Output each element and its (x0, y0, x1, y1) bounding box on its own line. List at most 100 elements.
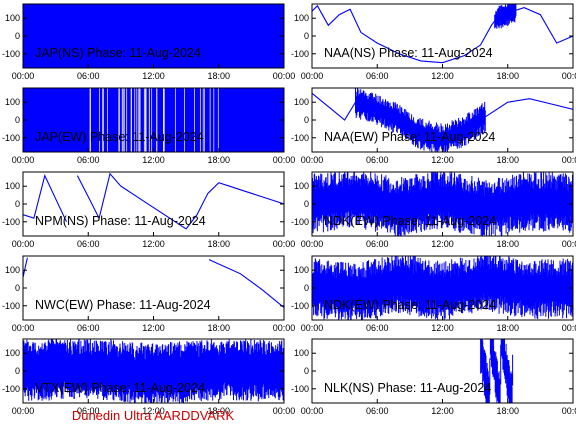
x-tick-label: 00:00 (12, 71, 35, 81)
y-tick-label: 100 (5, 13, 20, 23)
x-tick-label: 12:00 (142, 71, 165, 81)
y-tick-label: -100 (2, 49, 20, 59)
chart-panel-1: 100 0 -100 00:00 06:00 12:00 18:00 00:00 JAP(NS)… (2, 3, 295, 81)
phase-noise-band (312, 172, 573, 236)
trace-area (312, 256, 573, 320)
x-tick-label: 00:00 (301, 71, 324, 81)
x-tick-label: 00:00 (12, 406, 35, 416)
trace-area (312, 172, 573, 236)
trace-area (23, 88, 284, 152)
trace-area (480, 339, 514, 403)
chart-panel-7: 100 0 -100 00:00 06:00 12:00 18:00 00:00 NWC(EW)… (2, 255, 295, 333)
x-tick-label: 00:00 (12, 155, 35, 165)
x-tick-label: 00:00 (301, 239, 324, 249)
x-tick-label: 00:00 (562, 239, 576, 249)
y-tick-label: 100 (294, 348, 309, 358)
x-tick-label: 00:00 (273, 406, 296, 416)
x-tick-label: 00:00 (12, 239, 35, 249)
y-tick-label: -100 (291, 133, 309, 143)
x-tick-label: 12:00 (431, 323, 454, 333)
y-tick-label: -100 (2, 301, 20, 311)
y-tick-label: -100 (2, 133, 20, 143)
trace-area (23, 257, 284, 309)
y-tick-label: 0 (15, 31, 20, 41)
x-tick-label: 12:00 (142, 406, 165, 416)
x-tick-label: 12:00 (142, 239, 165, 249)
phase-trace (312, 4, 573, 64)
panel-title: JAP(NS) Phase: 11-Aug-2024 (35, 46, 201, 60)
panel-title: NPM(NS) Phase: 11-Aug-2024 (35, 214, 206, 228)
chart-panel-9: 100 0 -100 00:00 06:00 12:00 18:00 00:00 VTX(EW)… (2, 338, 296, 416)
x-tick-label: 18:00 (496, 323, 519, 333)
panel-title: NLK(NS) Phase: 11-Aug-2024 (324, 381, 491, 395)
panel-title: NAA(NS) Phase: 11-Aug-2024 (324, 46, 493, 60)
y-tick-label: 100 (5, 97, 20, 107)
y-tick-label: -100 (2, 384, 20, 394)
x-tick-label: 00:00 (562, 71, 576, 81)
chart-panel-4: 100 0 -100 00:00 06:00 12:00 18:00 00:00 NAA(EW)… (291, 87, 576, 165)
panel-title: NDK(EW) Phase: 11-Aug-2024 (324, 298, 496, 312)
phase-noise-band (494, 4, 517, 29)
panel-title: NAA(EW) Phase: 11-Aug-2024 (324, 130, 495, 144)
x-tick-label: 12:00 (431, 155, 454, 165)
y-tick-label: 100 (294, 13, 309, 23)
y-tick-label: -100 (2, 217, 20, 227)
x-tick-label: 06:00 (366, 71, 389, 81)
phase-noise-band (23, 339, 284, 403)
phase-noise-band (312, 256, 573, 320)
x-tick-label: 18:00 (496, 71, 519, 81)
x-tick-label: 06:00 (77, 406, 100, 416)
x-tick-label: 18:00 (207, 239, 230, 249)
phase-trace (23, 257, 284, 309)
y-tick-label: 0 (15, 366, 20, 376)
x-tick-label: 12:00 (431, 239, 454, 249)
x-tick-label: 06:00 (77, 71, 100, 81)
trace-area (312, 4, 573, 64)
panel-title: NDK(EW) Phase: 11-Aug-2024 (324, 214, 496, 228)
phase-noise-band (480, 339, 514, 403)
chart-panel-3: 100 0 -100 00:00 06:00 12:00 18:00 00:00 JAP(EW)… (2, 87, 296, 165)
x-tick-label: 06:00 (366, 406, 389, 416)
x-tick-label: 18:00 (207, 155, 230, 165)
x-tick-label: 06:00 (77, 239, 100, 249)
chart-panel-5: 100 0 -100 00:00 06:00 12:00 18:00 00:00 NPM(NS)… (2, 171, 296, 249)
y-tick-label: 0 (304, 366, 309, 376)
x-tick-label: 06:00 (366, 323, 389, 333)
x-tick-label: 00:00 (273, 155, 296, 165)
x-tick-label: 00:00 (273, 239, 296, 249)
y-tick-label: -100 (291, 384, 309, 394)
trace-area (23, 4, 284, 68)
panel-title: VTX(EW) Phase: 11-Aug-2024 (35, 381, 205, 395)
chart-panel-2: 100 0 -100 00:00 06:00 12:00 18:00 00:00 NAA(NS)… (291, 3, 576, 81)
x-tick-label: 18:00 (207, 71, 230, 81)
x-tick-label: 06:00 (77, 155, 100, 165)
y-tick-label: 0 (304, 199, 309, 209)
x-tick-label: 18:00 (496, 239, 519, 249)
y-tick-label: 100 (294, 181, 309, 191)
chart-panel-8: 100 0 -100 00:00 06:00 12:00 18:00 00:00 NDK(EW)… (291, 255, 576, 333)
y-tick-label: 0 (15, 115, 20, 125)
x-tick-label: 06:00 (77, 323, 100, 333)
y-tick-label: 100 (5, 348, 20, 358)
trace-area (23, 339, 284, 403)
x-tick-label: 00:00 (562, 323, 576, 333)
trace-area (23, 172, 284, 230)
x-tick-label: 00:00 (301, 406, 324, 416)
x-tick-label: 18:00 (496, 155, 519, 165)
chart-panel-6: 100 0 -100 00:00 06:00 12:00 18:00 00:00 NDK(EW)… (291, 171, 576, 249)
x-tick-label: 18:00 (207, 323, 230, 333)
panel-title: JAP(EW) Phase: 11-Aug-2024 (35, 130, 204, 144)
x-tick-label: 18:00 (496, 406, 519, 416)
trace-area (312, 88, 573, 152)
phase-noise-band (355, 88, 486, 152)
y-tick-label: 100 (294, 265, 309, 275)
y-tick-label: -100 (291, 49, 309, 59)
y-tick-label: 100 (294, 97, 309, 107)
y-tick-label: 0 (15, 283, 20, 293)
x-tick-label: 12:00 (431, 71, 454, 81)
phase-trace-saturated (23, 88, 284, 152)
x-tick-label: 00:00 (562, 406, 576, 416)
y-tick-label: 0 (304, 115, 309, 125)
y-tick-label: -100 (291, 301, 309, 311)
